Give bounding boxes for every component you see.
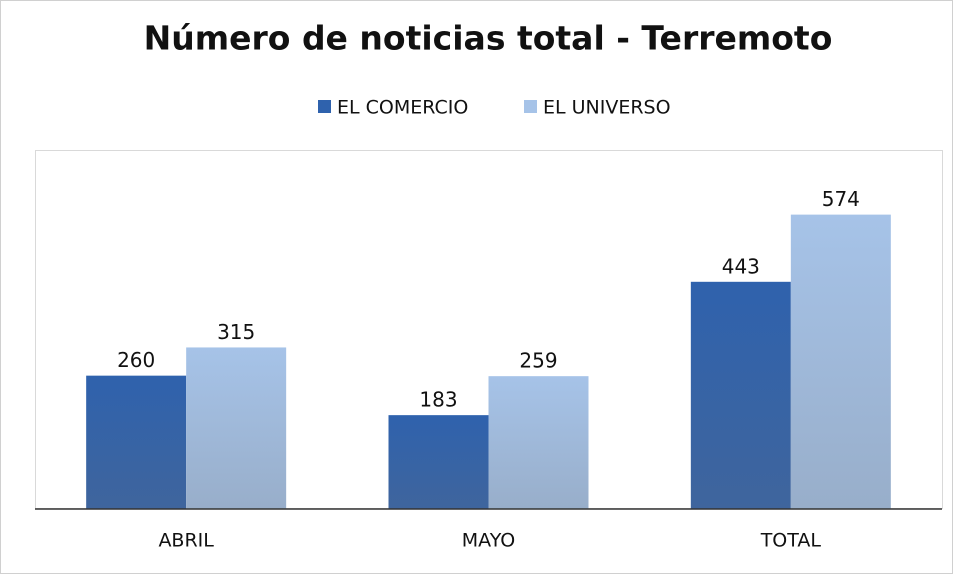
bar xyxy=(790,214,891,509)
data-label: 259 xyxy=(519,349,557,373)
legend-swatch xyxy=(524,100,537,113)
bar xyxy=(186,347,287,509)
bar xyxy=(86,375,187,509)
legend-label: EL COMERCIO xyxy=(337,97,468,119)
data-label: 443 xyxy=(722,254,760,278)
chart-title: Número de noticias total - Terremoto xyxy=(144,19,833,58)
legend-label: EL UNIVERSO xyxy=(543,97,671,119)
legend-swatch xyxy=(318,100,331,113)
data-label: 574 xyxy=(822,187,860,211)
bar xyxy=(488,376,589,509)
x-tick-label: TOTAL xyxy=(760,530,822,552)
data-label: 315 xyxy=(217,320,255,344)
data-label: 260 xyxy=(117,348,155,372)
x-tick-label: ABRIL xyxy=(158,530,214,552)
bar xyxy=(690,281,791,509)
data-label: 183 xyxy=(419,388,457,412)
bar xyxy=(388,415,489,509)
x-tick-label: MAYO xyxy=(462,530,515,552)
